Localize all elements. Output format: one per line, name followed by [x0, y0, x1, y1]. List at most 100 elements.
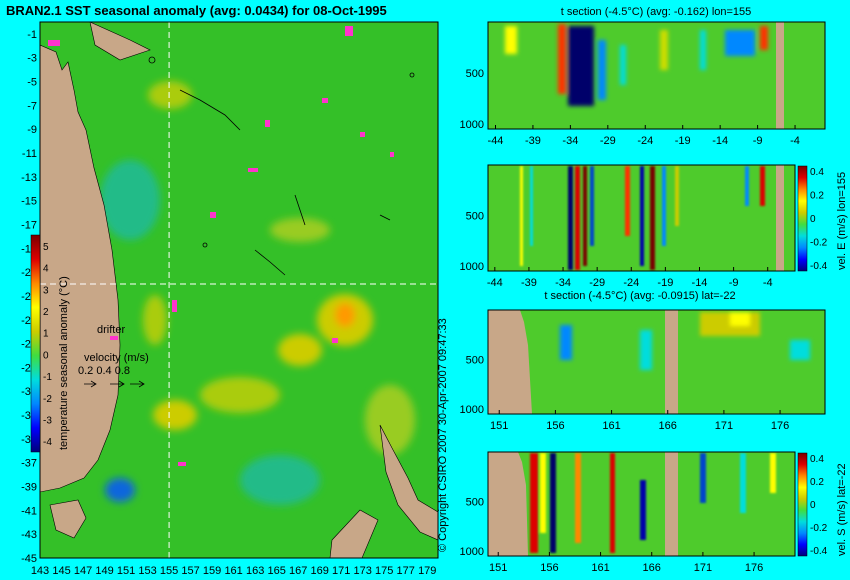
anomaly-patch-warm: [200, 377, 280, 413]
map-y-tick-label: -15: [21, 196, 37, 208]
section-0-x-tick-label: -44: [488, 135, 504, 147]
section-2-x-tick-label: 171: [715, 420, 733, 432]
anomaly-patch-warm: [270, 218, 330, 242]
section-2-x-tick-label: 161: [602, 420, 620, 432]
map-colorbar-tick-label: 0: [43, 350, 49, 361]
map-y-tick-label: -9: [27, 124, 37, 136]
section-2-land-ridge: [665, 310, 678, 414]
map-colorbar: [30, 234, 41, 453]
map-x-tick-label: 147: [74, 565, 92, 577]
map-y-tick-label: -37: [21, 458, 37, 470]
section-1-colorbar-tick-label: -0.2: [810, 238, 828, 249]
drifter-marker: [345, 26, 353, 36]
section-1-colorbar-tick-label: 0.2: [810, 191, 824, 202]
map-x-tick-label: 159: [203, 565, 221, 577]
map-y-tick-label: -39: [21, 482, 37, 494]
section-1-feature: [590, 166, 594, 246]
island-outline: [409, 72, 415, 78]
section-2-plot: [488, 310, 825, 414]
new-zealand-landmass: [379, 424, 438, 541]
section-3-feature: [530, 453, 538, 553]
section-3-x-tick-label: 156: [540, 562, 558, 574]
section-3-feature: [550, 453, 556, 553]
section-1-feature: [520, 166, 523, 266]
map-y-tick-label: -7: [27, 100, 37, 112]
section-3-feature: [640, 480, 646, 540]
section-0-x-tick-label: -9: [753, 135, 763, 147]
section-0-x-tick-label: -24: [637, 135, 653, 147]
new-caledonia-outline: [254, 249, 286, 276]
section-3-colorbar-tick-label: 0.2: [810, 477, 824, 488]
section-3-x-tick-label: 151: [489, 562, 507, 574]
map-y-tick-label: -13: [21, 172, 37, 184]
section-1-colorbar-tick-label: 0: [810, 214, 816, 225]
section-3-features: [530, 453, 776, 553]
section-3-colorbar-tick-label: -0.4: [810, 546, 828, 557]
drifter-marker: [360, 132, 365, 137]
section-0-features: [505, 24, 768, 106]
section-2-base: [488, 310, 825, 414]
section-0-feature: [700, 30, 706, 70]
section-0-x-tick-label: -19: [675, 135, 691, 147]
map-x-tick-label: 151: [117, 565, 135, 577]
section-3-colorbar-label: vel. S (m/s) lat=-22: [836, 463, 848, 556]
anomaly-patch-cool: [100, 160, 160, 240]
section-3-frame: [487, 451, 796, 557]
section-1-ticks: 500 1000-44 -39 -34 -29 -24 -19 -14 -9 -4 0.4 0.2 0 -…: [460, 167, 828, 289]
section-1-feature: [662, 166, 666, 246]
tasmania-landmass: [49, 499, 87, 539]
section-0-plot: [488, 22, 825, 129]
section-0-feature: [558, 24, 566, 94]
section-1-feature: [575, 166, 580, 270]
map-x-tick-label: 149: [95, 565, 113, 577]
anomaly-patch-warm: [278, 334, 322, 366]
section-0-frame: [487, 21, 826, 130]
map-x-tick-label: 157: [181, 565, 199, 577]
map-y-tick-label: -17: [21, 219, 37, 231]
drifter-legend-swatch: [110, 336, 118, 340]
map-y-tick-label: -3: [27, 53, 37, 65]
section-1-feature: [625, 166, 630, 236]
section-0-base: [488, 22, 825, 129]
section-0-title: t section (-4.5°C) (avg: -0.162) lon=155: [561, 6, 752, 18]
section-1-x-tick-label: -4: [763, 277, 773, 289]
section-3-feature: [540, 453, 546, 533]
map-x-tick-label: 163: [246, 565, 264, 577]
section-1-colorbar-label: vel. E (m/s) lon=155: [836, 172, 848, 270]
drifter-marker: [248, 168, 258, 172]
section-0-y-tick-label: 1000: [460, 119, 484, 131]
map-y-tick-label: -43: [21, 529, 37, 541]
solomon-islands-outline: [179, 89, 241, 131]
section-3-colorbar-tick-label: 0.4: [810, 454, 824, 465]
drifter-markers: [48, 26, 394, 466]
map-x-tick-label: 153: [138, 565, 156, 577]
map-y-tick-label: -45: [21, 553, 37, 565]
island-outlines: [148, 56, 415, 276]
fiji-outline: [379, 214, 391, 221]
map-title: BRAN2.1 SST seasonal anomaly (avg: 0.043…: [6, 3, 387, 18]
section-3-colorbar-tick-label: -0.2: [810, 523, 828, 534]
section-0-land: [776, 22, 784, 129]
map-colorbar-tick-label: 5: [43, 242, 49, 253]
map-x-tick-label: 179: [418, 565, 436, 577]
drifter-legend-label: drifter: [97, 324, 125, 336]
map-colorbar-tick-label: -2: [43, 394, 52, 405]
section-3-x-tick-label: 171: [694, 562, 712, 574]
map-x-ticks: 143 145 147 149 151 153 155 157 159 161 163 165 167 1…: [31, 565, 437, 577]
section-3-feature: [610, 453, 615, 553]
section-1-features: [520, 166, 765, 270]
section-3-x-tick-label: 166: [643, 562, 661, 574]
map-y-tick-label: -5: [27, 77, 37, 89]
section-2-title: t section (-4.5°C) (avg: -0.0915) lat=-2…: [544, 290, 735, 302]
section-3-feature: [770, 453, 776, 493]
section-0-x-tick-label: -14: [712, 135, 728, 147]
section-0-feature: [598, 40, 606, 100]
new-guinea-landmass: [89, 22, 151, 61]
velocity-legend-title: velocity (m/s): [84, 352, 149, 364]
section-2-y-tick-label: 1000: [460, 404, 484, 416]
map-x-tick-label: 165: [267, 565, 285, 577]
map-colorbar-ticks: 5 4 3 2 1 0 -1 -2 -3 -4: [43, 242, 52, 448]
section-0-feature: [725, 30, 755, 56]
section-3-y-tick-label: 500: [466, 497, 484, 509]
island-outline: [202, 242, 208, 248]
